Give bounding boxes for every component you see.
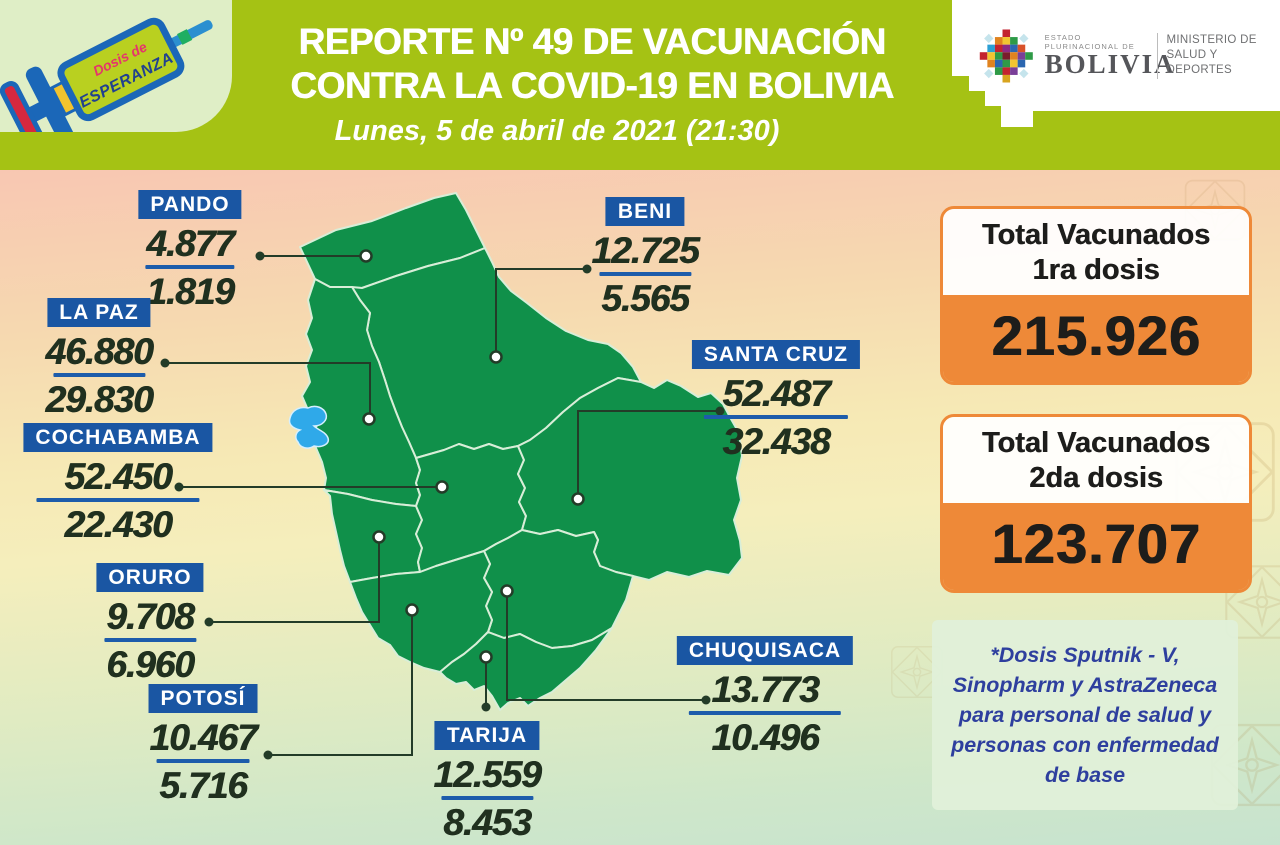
- dosis-esperanza-logo: Dosis de ESPERANZA: [0, 0, 232, 157]
- dose-underline: [703, 415, 849, 420]
- gov-estado-label: ESTADO PLURINACIONAL DE: [1044, 33, 1135, 51]
- dept-name-badge: CHUQUISACA: [676, 636, 854, 666]
- dept-name-badge: ORURO: [96, 563, 204, 593]
- dept-santa-cruz: SANTA CRUZ 52.487 32.438: [691, 340, 861, 463]
- dose-underline: [156, 759, 250, 764]
- dose1-value: 46.880: [45, 331, 153, 373]
- total-second-dose-card: Total Vacunados 2da dosis 123.707: [940, 414, 1252, 593]
- total-first-dose-value: 215.926: [943, 294, 1249, 382]
- dose1-value: 52.450: [64, 456, 172, 498]
- dose-underline: [145, 265, 235, 270]
- dose1-value: 4.877: [146, 223, 235, 265]
- dose-underline: [103, 638, 197, 643]
- dose2-value: 22.430: [64, 504, 172, 546]
- report-date: Lunes, 5 de abril de 2021 (21:30): [334, 115, 780, 148]
- total-second-dose-value: 123.707: [943, 502, 1249, 590]
- dept-name-badge: PANDO: [138, 190, 242, 220]
- dept-name-badge: LA PAZ: [47, 298, 151, 328]
- dose-underline: [52, 373, 146, 378]
- header: REPORTE Nº 49 DE VACUNACIÓN CONTRA LA CO…: [0, 0, 1280, 170]
- dose2-value: 5.716: [159, 765, 248, 807]
- total-first-dose-title: Total Vacunados 1ra dosis: [943, 209, 1249, 295]
- vaccine-note: *Dosis Sputnik - V, Sinopharm y AstraZen…: [932, 620, 1238, 810]
- dose2-value: 6.960: [106, 644, 195, 686]
- total-first-dose-card: Total Vacunados 1ra dosis 215.926: [940, 206, 1252, 385]
- bolivia-coat-icon: [979, 28, 1033, 83]
- gov-divider: [1156, 32, 1158, 79]
- dose2-value: 5.565: [601, 278, 690, 320]
- dept-potosi: POTOSÍ 10.467 5.716: [148, 684, 258, 807]
- dept-cochabamba: COCHABAMBA 52.450 22.430: [23, 423, 213, 546]
- gov-country-label: BOLIVIA: [1044, 49, 1176, 79]
- dept-chuquisaca: CHUQUISACA 13.773 10.496: [676, 636, 854, 759]
- dept-name-badge: POTOSÍ: [148, 684, 258, 714]
- dose1-value: 13.773: [711, 669, 819, 711]
- title-line2: CONTRA LA COVID-19 EN BOLIVIA: [290, 64, 894, 106]
- dose1-value: 52.487: [722, 373, 830, 415]
- dose-underline: [36, 498, 200, 503]
- dose-underline: [440, 796, 534, 801]
- dept-beni: BENI 12.725 5.565: [591, 197, 700, 320]
- dept-name-badge: TARIJA: [434, 721, 540, 751]
- dose1-value: 12.559: [433, 754, 541, 796]
- dose-underline: [689, 711, 841, 716]
- syringe-icon: Dosis de ESPERANZA: [0, 17, 213, 157]
- dose1-value: 12.725: [591, 230, 699, 272]
- dose2-value: 10.496: [711, 717, 819, 759]
- government-panel: ESTADO PLURINACIONAL DE BOLIVIA MINISTER…: [952, 0, 1280, 127]
- page-title: REPORTE Nº 49 DE VACUNACIÓN CONTRA LA CO…: [252, 20, 932, 148]
- total-second-dose-title: Total Vacunados 2da dosis: [943, 417, 1249, 503]
- dept-name-badge: BENI: [605, 197, 685, 227]
- dose-underline: [598, 272, 692, 277]
- dose2-value: 8.453: [443, 802, 532, 844]
- dept-tarija: TARIJA 12.559 8.453: [433, 721, 542, 844]
- dept-name-badge: SANTA CRUZ: [691, 340, 861, 370]
- dose2-value: 1.819: [146, 271, 235, 313]
- dose2-value: 29.830: [45, 379, 153, 421]
- dose1-value: 9.708: [106, 596, 195, 638]
- dept-oruro: ORURO 9.708 6.960: [96, 563, 204, 686]
- ministry-label: MINISTERIO DE SALUD Y DEPORTES: [1166, 34, 1257, 76]
- dose1-value: 10.467: [149, 717, 257, 759]
- dept-name-badge: COCHABAMBA: [23, 423, 213, 453]
- dept-pando: PANDO 4.877 1.819: [138, 190, 242, 313]
- dose2-value: 32.438: [722, 421, 830, 463]
- title-line1: REPORTE Nº 49 DE VACUNACIÓN: [298, 21, 886, 62]
- dept-la-paz: LA PAZ 46.880 29.830: [45, 298, 154, 421]
